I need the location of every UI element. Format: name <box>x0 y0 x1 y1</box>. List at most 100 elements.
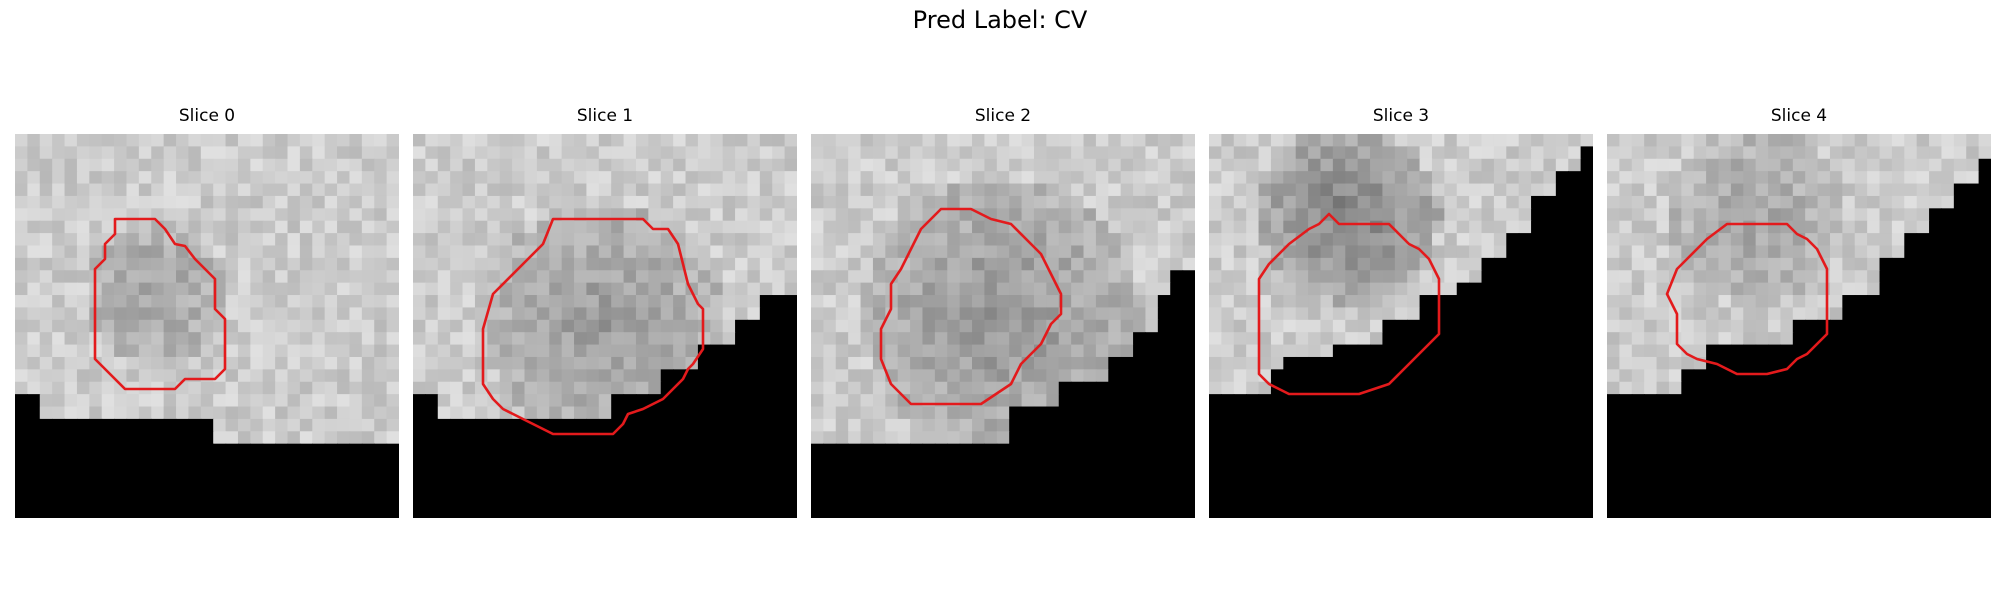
tissue-pixel <box>1120 171 1134 185</box>
tissue-pixel <box>287 369 301 383</box>
background-pixel <box>784 431 797 445</box>
background-pixel <box>1780 431 1794 445</box>
tissue-pixel <box>1456 245 1470 259</box>
background-pixel <box>1046 468 1060 482</box>
tissue-pixel <box>959 146 973 160</box>
tissue-pixel <box>860 394 874 408</box>
tissue-pixel <box>1021 270 1035 284</box>
background-pixel <box>1631 468 1645 482</box>
background-pixel <box>1867 505 1881 518</box>
tissue-pixel <box>1345 257 1359 271</box>
tissue-pixel <box>324 171 338 185</box>
tissue-pixel <box>536 295 550 309</box>
tissue-pixel <box>499 332 513 346</box>
tissue-pixel <box>984 332 998 346</box>
tissue-pixel <box>772 220 786 234</box>
tissue-pixel <box>1456 183 1470 197</box>
background-pixel <box>1891 505 1905 518</box>
tissue-pixel <box>1246 282 1260 296</box>
background-pixel <box>1506 307 1520 321</box>
background-pixel <box>772 456 786 470</box>
tissue-pixel <box>660 195 674 209</box>
background-pixel <box>1966 394 1980 408</box>
background-pixel <box>1531 480 1545 494</box>
background-pixel <box>1555 295 1569 309</box>
background-pixel <box>1916 443 1930 457</box>
tissue-pixel <box>1879 208 1893 222</box>
tissue-pixel <box>1792 158 1806 172</box>
tissue-pixel <box>1295 282 1309 296</box>
background-pixel <box>885 443 899 457</box>
background-pixel <box>772 307 786 321</box>
tissue-pixel <box>1157 282 1171 296</box>
background-pixel <box>1469 307 1483 321</box>
tissue-pixel <box>1891 158 1905 172</box>
tissue-pixel <box>1543 171 1557 185</box>
background-pixel <box>1170 443 1184 457</box>
background-pixel <box>349 505 363 518</box>
tissue-pixel <box>772 270 786 284</box>
background-pixel <box>27 480 41 494</box>
tissue-pixel <box>39 245 53 259</box>
tissue-pixel <box>225 195 239 209</box>
background-pixel <box>1370 443 1384 457</box>
tissue-pixel <box>425 356 439 370</box>
background-pixel <box>1730 381 1744 395</box>
tissue-pixel <box>747 146 761 160</box>
tissue-pixel <box>138 146 152 160</box>
background-pixel <box>450 431 464 445</box>
background-pixel <box>1619 443 1633 457</box>
background-pixel <box>1419 319 1433 333</box>
tissue-pixel <box>1170 208 1184 222</box>
tissue-pixel <box>1394 282 1408 296</box>
background-pixel <box>1768 456 1782 470</box>
tissue-pixel <box>1493 220 1507 234</box>
tissue-pixel <box>213 171 227 185</box>
tissue-pixel <box>163 257 177 271</box>
tissue-pixel <box>1209 282 1222 296</box>
tissue-pixel <box>450 220 464 234</box>
tissue-pixel <box>1370 208 1384 222</box>
background-pixel <box>15 468 28 482</box>
tissue-pixel <box>1046 171 1060 185</box>
tissue-pixel <box>487 332 501 346</box>
tissue-pixel <box>114 332 128 346</box>
background-pixel <box>1966 505 1980 518</box>
background-pixel <box>1033 406 1047 420</box>
tissue-pixel <box>1270 332 1284 346</box>
background-pixel <box>1357 431 1371 445</box>
tissue-pixel <box>1133 195 1147 209</box>
tissue-pixel <box>386 344 399 358</box>
background-pixel <box>1817 394 1831 408</box>
background-pixel <box>1481 282 1495 296</box>
tissue-pixel <box>1842 195 1856 209</box>
background-pixel <box>437 468 451 482</box>
background-pixel <box>1157 394 1171 408</box>
background-pixel <box>1978 171 1991 185</box>
background-pixel <box>1619 431 1633 445</box>
tissue-pixel <box>1755 146 1769 160</box>
background-pixel <box>722 431 736 445</box>
tissue-pixel <box>1320 220 1334 234</box>
tissue-pixel <box>76 245 90 259</box>
tissue-pixel <box>1456 146 1470 160</box>
background-pixel <box>1033 505 1047 518</box>
tissue-pixel <box>1817 307 1831 321</box>
tissue-pixel <box>1829 195 1843 209</box>
background-pixel <box>710 418 724 432</box>
tissue-pixel <box>413 134 426 147</box>
tissue-pixel <box>64 171 78 185</box>
tissue-pixel <box>386 295 399 309</box>
tissue-pixel <box>176 257 190 271</box>
tissue-pixel <box>337 319 351 333</box>
tissue-pixel <box>1021 356 1035 370</box>
background-pixel <box>1966 257 1980 271</box>
tissue-pixel <box>52 369 66 383</box>
background-pixel <box>437 456 451 470</box>
tissue-pixel <box>487 356 501 370</box>
tissue-pixel <box>1246 245 1260 259</box>
background-pixel <box>673 493 687 507</box>
tissue-pixel <box>1133 282 1147 296</box>
tissue-pixel <box>337 344 351 358</box>
tissue-pixel <box>213 418 227 432</box>
